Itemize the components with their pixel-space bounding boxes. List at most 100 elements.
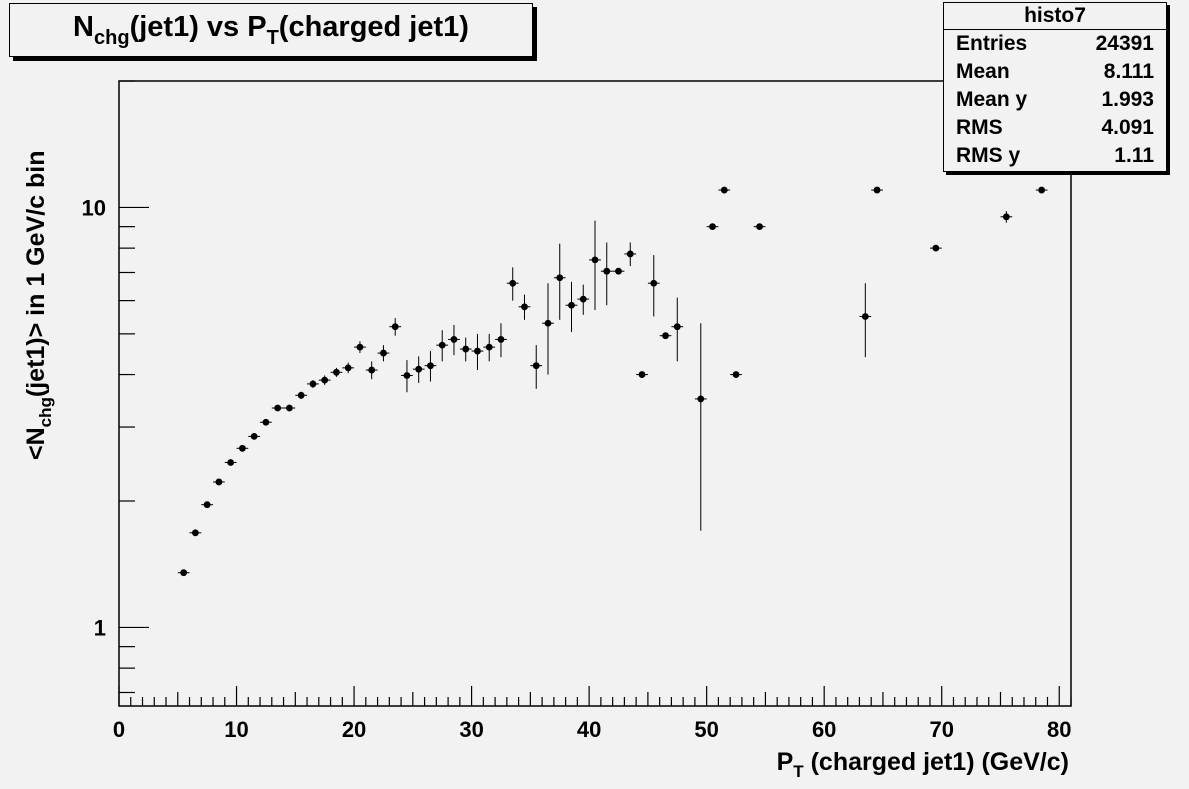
data-point <box>577 284 590 315</box>
x-tick-label: 50 <box>694 717 718 742</box>
marker <box>720 186 728 194</box>
marker <box>403 372 411 379</box>
marker <box>450 336 458 343</box>
data-point <box>659 332 672 340</box>
data-point <box>518 294 531 320</box>
data-point <box>483 333 496 362</box>
marker <box>462 345 470 353</box>
marker <box>391 323 399 331</box>
data-point <box>354 341 366 354</box>
data-point <box>318 375 331 385</box>
marker <box>861 313 869 320</box>
stats-row-mean-y: Mean y 1.993 <box>956 88 1154 111</box>
title-box: Nchg(jet1) vs PT(charged jet1) <box>9 3 533 57</box>
data-point <box>459 337 472 362</box>
stats-row-entries: Entries 24391 <box>956 32 1154 55</box>
marker <box>380 349 387 357</box>
marker <box>709 223 716 231</box>
marker <box>274 404 282 412</box>
data-point <box>213 478 225 486</box>
data-point <box>224 459 237 466</box>
marker <box>415 365 423 373</box>
marker <box>626 250 634 258</box>
marker <box>1038 186 1046 194</box>
data-point <box>495 323 507 358</box>
marker <box>368 366 376 374</box>
data-point <box>553 243 566 320</box>
marker <box>732 371 740 378</box>
marker <box>603 267 611 275</box>
x-tick-label: 70 <box>929 717 953 742</box>
marker <box>638 371 646 378</box>
data-point <box>506 267 519 301</box>
data-point <box>448 324 460 356</box>
marker <box>932 244 940 252</box>
marker <box>215 478 223 486</box>
data-point <box>412 356 425 383</box>
data-point <box>401 360 413 393</box>
title-svg: Nchg(jet1) vs PT(charged jet1) <box>73 11 469 49</box>
marker <box>509 279 517 287</box>
data-point <box>283 404 296 412</box>
marker <box>203 501 211 509</box>
x-tick-label: 40 <box>577 717 601 742</box>
marker <box>356 343 364 351</box>
data-point <box>271 404 284 412</box>
marker <box>474 347 481 355</box>
marker <box>1002 213 1010 221</box>
data-point <box>330 367 343 377</box>
data-point <box>636 371 648 378</box>
data-point <box>753 223 766 231</box>
data-point <box>342 362 355 374</box>
stats-box: histo7 Entries 24391 Mean 8.111 Mean y 1.99… <box>943 2 1167 172</box>
data-point <box>389 318 402 336</box>
x-tick-label: 30 <box>459 717 483 742</box>
marker <box>250 432 258 440</box>
stats-row-rms: RMS 4.091 <box>956 116 1154 139</box>
data-point <box>694 323 707 531</box>
marker <box>873 186 881 194</box>
y-axis-label: <Nchg(jet1)> in 1 GeV/c bin <box>22 151 55 461</box>
marker <box>568 301 575 309</box>
data-point <box>436 330 449 362</box>
y-tick-label: 10 <box>82 195 106 220</box>
data-point <box>859 283 872 358</box>
marker <box>239 444 246 452</box>
data-point <box>542 283 554 375</box>
data-point <box>260 418 272 426</box>
data-point <box>871 186 883 194</box>
data-point <box>730 371 742 378</box>
data-point <box>929 244 942 252</box>
marker <box>286 404 293 412</box>
data-point <box>236 444 249 452</box>
data-point <box>307 380 319 388</box>
data-point <box>647 255 660 317</box>
marker <box>662 332 669 340</box>
y-axis-ticks: 1 10 <box>82 80 149 694</box>
x-tick-label: 80 <box>1047 717 1071 742</box>
data-point <box>201 501 214 509</box>
marker <box>579 295 587 303</box>
marker <box>262 418 270 426</box>
marker <box>297 391 305 399</box>
x-axis-ticks: 0 10 20 30 40 50 60 70 80 <box>113 686 1072 742</box>
x-tick-label: 20 <box>342 717 366 742</box>
data-point <box>565 281 578 333</box>
data-point <box>365 361 378 380</box>
data-point <box>671 297 684 362</box>
marker <box>427 362 434 370</box>
x-tick-label: 10 <box>224 717 248 742</box>
marker <box>309 380 317 388</box>
marker <box>438 341 446 349</box>
y-tick-label: 1 <box>94 615 106 640</box>
data-point <box>248 432 261 440</box>
marker <box>333 368 340 376</box>
x-tick-label: 0 <box>113 717 125 742</box>
stats-title: histo7 <box>944 3 1166 30</box>
marker <box>673 323 681 331</box>
stats-row-mean: Mean 8.111 <box>956 60 1154 83</box>
marker <box>650 279 658 287</box>
marker <box>544 319 552 327</box>
data-point <box>624 242 637 267</box>
marker <box>521 303 528 311</box>
